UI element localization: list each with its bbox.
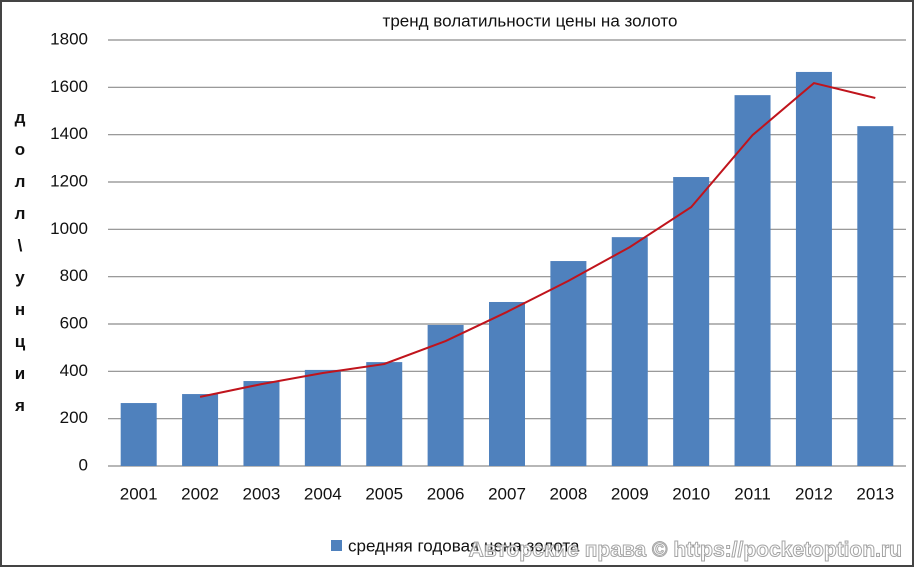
bar: [734, 95, 771, 466]
bar: [304, 369, 341, 466]
bar: [550, 261, 587, 466]
y-tick-label: 1200: [50, 171, 88, 190]
bar: [857, 126, 894, 466]
y-tick-label: 1800: [50, 29, 88, 48]
x-tick-label: 2001: [120, 484, 158, 503]
x-tick-label: 2009: [611, 484, 649, 503]
bar: [366, 362, 403, 466]
y-tick-label: 800: [60, 266, 88, 285]
bar: [243, 381, 280, 466]
y-tick-label: 600: [60, 313, 88, 332]
x-tick-label: 2010: [672, 484, 710, 503]
x-tick-label: 2005: [365, 484, 403, 503]
x-tick-label: 2003: [243, 484, 281, 503]
chart-title: тренд волатильности цены на золото: [383, 11, 678, 30]
x-tick-label: 2013: [856, 484, 894, 503]
legend-swatch: [331, 540, 342, 551]
bar: [427, 324, 464, 466]
y-tick-label: 1600: [50, 77, 88, 96]
y-tick-label: 1000: [50, 219, 88, 238]
legend-label: средняя годовая цена золота: [348, 536, 580, 555]
x-tick-label: 2002: [181, 484, 219, 503]
bar: [182, 394, 219, 466]
watermark: Авторские права © https://pocketoption.r…: [469, 539, 902, 562]
bar: [489, 301, 525, 466]
bar: [795, 71, 832, 466]
trend-line: [199, 81, 876, 398]
y-tick-label: 400: [60, 361, 88, 380]
x-tick-label: 2004: [304, 484, 342, 503]
x-tick-label: 2011: [734, 484, 771, 503]
x-tick-label: 2012: [795, 484, 833, 503]
bar: [673, 177, 710, 466]
y-tick-label: 200: [60, 408, 88, 427]
x-tick-label: 2007: [488, 484, 526, 503]
x-tick-label: 2008: [549, 484, 587, 503]
y-axis-label: долл\унция: [11, 108, 30, 428]
y-tick-label: 1400: [50, 124, 88, 143]
bar: [611, 237, 648, 466]
y-tick-label: 0: [79, 455, 88, 474]
bar: [120, 403, 157, 466]
x-tick-label: 2006: [427, 484, 465, 503]
